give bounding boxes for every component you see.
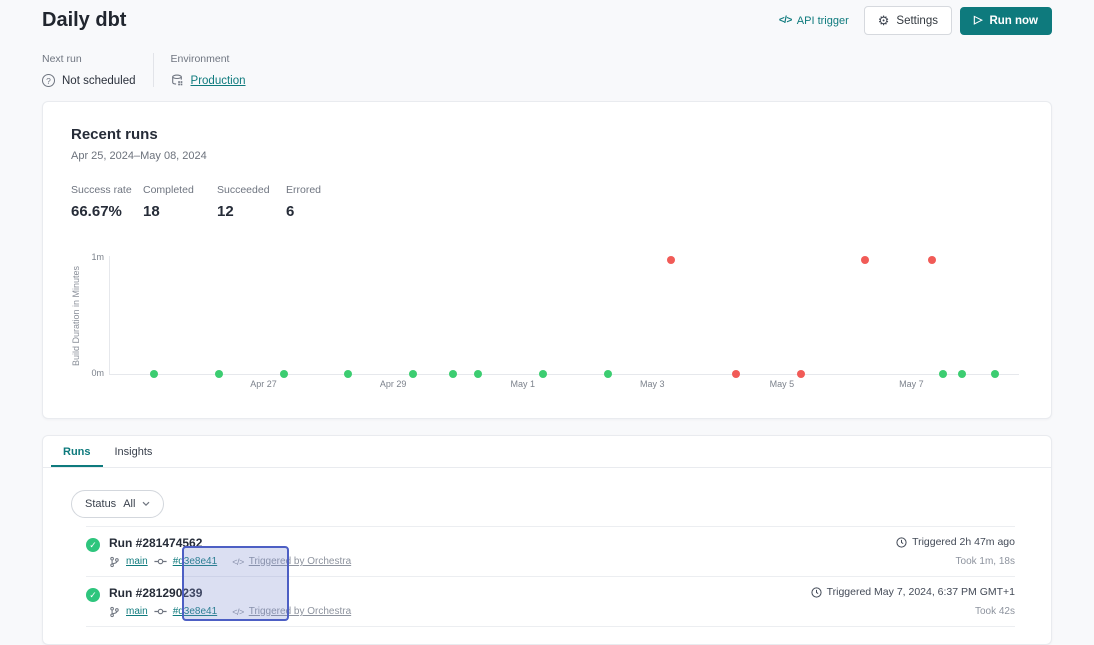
run-data-point-success[interactable]: [991, 370, 1000, 378]
run-data-point-success[interactable]: [214, 370, 223, 378]
stat-succeeded: Succeeded 12: [217, 184, 270, 220]
run-data-point-success[interactable]: [344, 370, 353, 378]
code-icon: </>: [232, 606, 244, 617]
tab-bar: Runs Insights: [43, 436, 1051, 468]
status-filter-value: All: [123, 498, 136, 510]
recent-runs-title: Recent runs: [71, 126, 158, 143]
commit-link[interactable]: #d3e8e41: [172, 606, 218, 617]
run-data-point-success[interactable]: [939, 370, 948, 378]
y-tick-0m: 0m: [91, 368, 104, 378]
run-data-point-success[interactable]: [957, 370, 966, 378]
y-axis-title: Build Duration in Minutes: [71, 265, 81, 366]
run-data-point-error[interactable]: [796, 370, 805, 378]
git-commit-icon: [154, 555, 167, 568]
settings-button[interactable]: ⚙ Settings: [863, 6, 952, 35]
took-text: Took 1m, 18s: [955, 556, 1015, 567]
vertical-divider: [152, 53, 154, 87]
run-data-point-success[interactable]: [279, 370, 288, 378]
x-tick-label: Apr 27: [250, 379, 277, 389]
runs-card: Runs Insights Status All ✓ Run #28147456…: [42, 435, 1052, 645]
api-trigger-link[interactable]: </> API trigger: [779, 15, 849, 27]
question-circle-icon: ?: [42, 74, 55, 87]
trigger-source-link: Triggered by Orchestra: [248, 556, 352, 567]
run-data-point-error[interactable]: [731, 370, 740, 378]
next-run-block: Next run ? Not scheduled: [42, 53, 136, 87]
y-tick-1m: 1m: [91, 252, 104, 262]
stat-completed: Completed 18: [143, 184, 194, 220]
environment-link[interactable]: Production: [190, 74, 246, 87]
environment-label: Environment: [170, 53, 230, 65]
x-tick-label: May 1: [510, 379, 535, 389]
run-data-point-success[interactable]: [150, 370, 159, 378]
gear-icon: ⚙: [877, 13, 890, 28]
date-range: Apr 25, 2024–May 08, 2024: [71, 150, 207, 162]
api-trigger-label: API trigger: [796, 14, 849, 27]
triggered-text: Triggered 2h 47m ago: [912, 536, 1015, 548]
took-text: Took 42s: [974, 606, 1015, 617]
triggered-text: Triggered May 7, 2024, 6:37 PM GMT+1: [826, 586, 1015, 598]
run-data-point-success[interactable]: [448, 370, 457, 378]
run-data-point-error[interactable]: [861, 255, 870, 264]
run-title: Run #281474562: [109, 536, 203, 550]
chart-plot-area: 1m 0m Apr 27 Apr 29 May 1 May 3 May 5 May 7: [91, 252, 1019, 389]
run-data-point-success[interactable]: [474, 370, 482, 378]
stats-row: Success rate 66.67% Completed 18 Succeed…: [71, 184, 1023, 220]
job-meta-row: Next run ? Not scheduled Environment Pro…: [0, 35, 1094, 101]
environment-block: Environment Production: [171, 53, 246, 87]
x-tick-label: May 7: [899, 379, 924, 389]
branch-link[interactable]: main: [126, 556, 148, 567]
x-tick-label: May 5: [769, 379, 795, 389]
branch-link[interactable]: main: [126, 606, 148, 617]
run-data-point-error[interactable]: [667, 255, 676, 264]
environment-database-icon: [171, 74, 184, 87]
git-commit-icon: [154, 605, 167, 618]
run-now-label: Run now: [989, 14, 1038, 27]
tab-runs[interactable]: Runs: [51, 436, 103, 467]
git-branch-icon: [109, 606, 120, 618]
clock-icon: [811, 586, 822, 598]
trigger-source-badge[interactable]: </> Triggered by Orchestra: [232, 556, 351, 567]
next-run-label: Next run: [42, 53, 82, 65]
status-filter-dropdown[interactable]: Status All: [71, 490, 165, 518]
run-row[interactable]: ✓ Run #281290239 main: [86, 577, 1015, 627]
page-title: Daily dbt: [42, 9, 127, 31]
code-icon: </>: [778, 15, 792, 26]
page-header: Daily dbt </> API trigger ⚙ Settings ▷ R…: [0, 0, 1094, 35]
chevron-down-icon: [142, 501, 150, 507]
status-filter-label: Status: [85, 498, 117, 510]
run-data-point-success[interactable]: [603, 370, 612, 378]
play-icon: ▷: [973, 14, 983, 26]
run-title: Run #281290239: [109, 586, 203, 600]
next-run-value: Not scheduled: [62, 74, 136, 87]
git-branch-icon: [109, 556, 120, 568]
header-actions: </> API trigger ⚙ Settings ▷ Run now: [779, 6, 1052, 35]
runs-list: ✓ Run #281474562 main: [86, 526, 1015, 627]
stat-errored: Errored 6: [286, 184, 322, 220]
settings-label: Settings: [896, 14, 938, 27]
x-tick-label: May 3: [640, 379, 665, 389]
run-data-point-success[interactable]: [538, 370, 547, 378]
success-check-icon: ✓: [86, 588, 100, 602]
tab-insights[interactable]: Insights: [114, 446, 153, 458]
trigger-source-link: Triggered by Orchestra: [248, 606, 352, 617]
x-tick-label: Apr 29: [379, 379, 407, 389]
run-data-point-error[interactable]: [927, 255, 936, 264]
build-duration-chart: Build Duration in Minutes 1m 0m Apr 27 Ap…: [71, 252, 1023, 392]
filter-row: Status All: [71, 490, 1023, 518]
run-data-point-success[interactable]: [409, 370, 418, 378]
stat-success-rate: Success rate 66.67%: [71, 184, 132, 220]
success-check-icon: ✓: [86, 538, 100, 552]
trigger-source-badge[interactable]: </> Triggered by Orchestra: [232, 606, 351, 617]
clock-icon: [896, 536, 907, 548]
code-icon: </>: [232, 556, 244, 567]
run-row[interactable]: ✓ Run #281474562 main: [86, 527, 1015, 577]
run-now-button[interactable]: ▷ Run now: [959, 6, 1052, 35]
commit-link[interactable]: #d3e8e41: [172, 556, 218, 567]
recent-runs-card: Recent runs Apr 25, 2024–May 08, 2024 Su…: [42, 101, 1052, 419]
